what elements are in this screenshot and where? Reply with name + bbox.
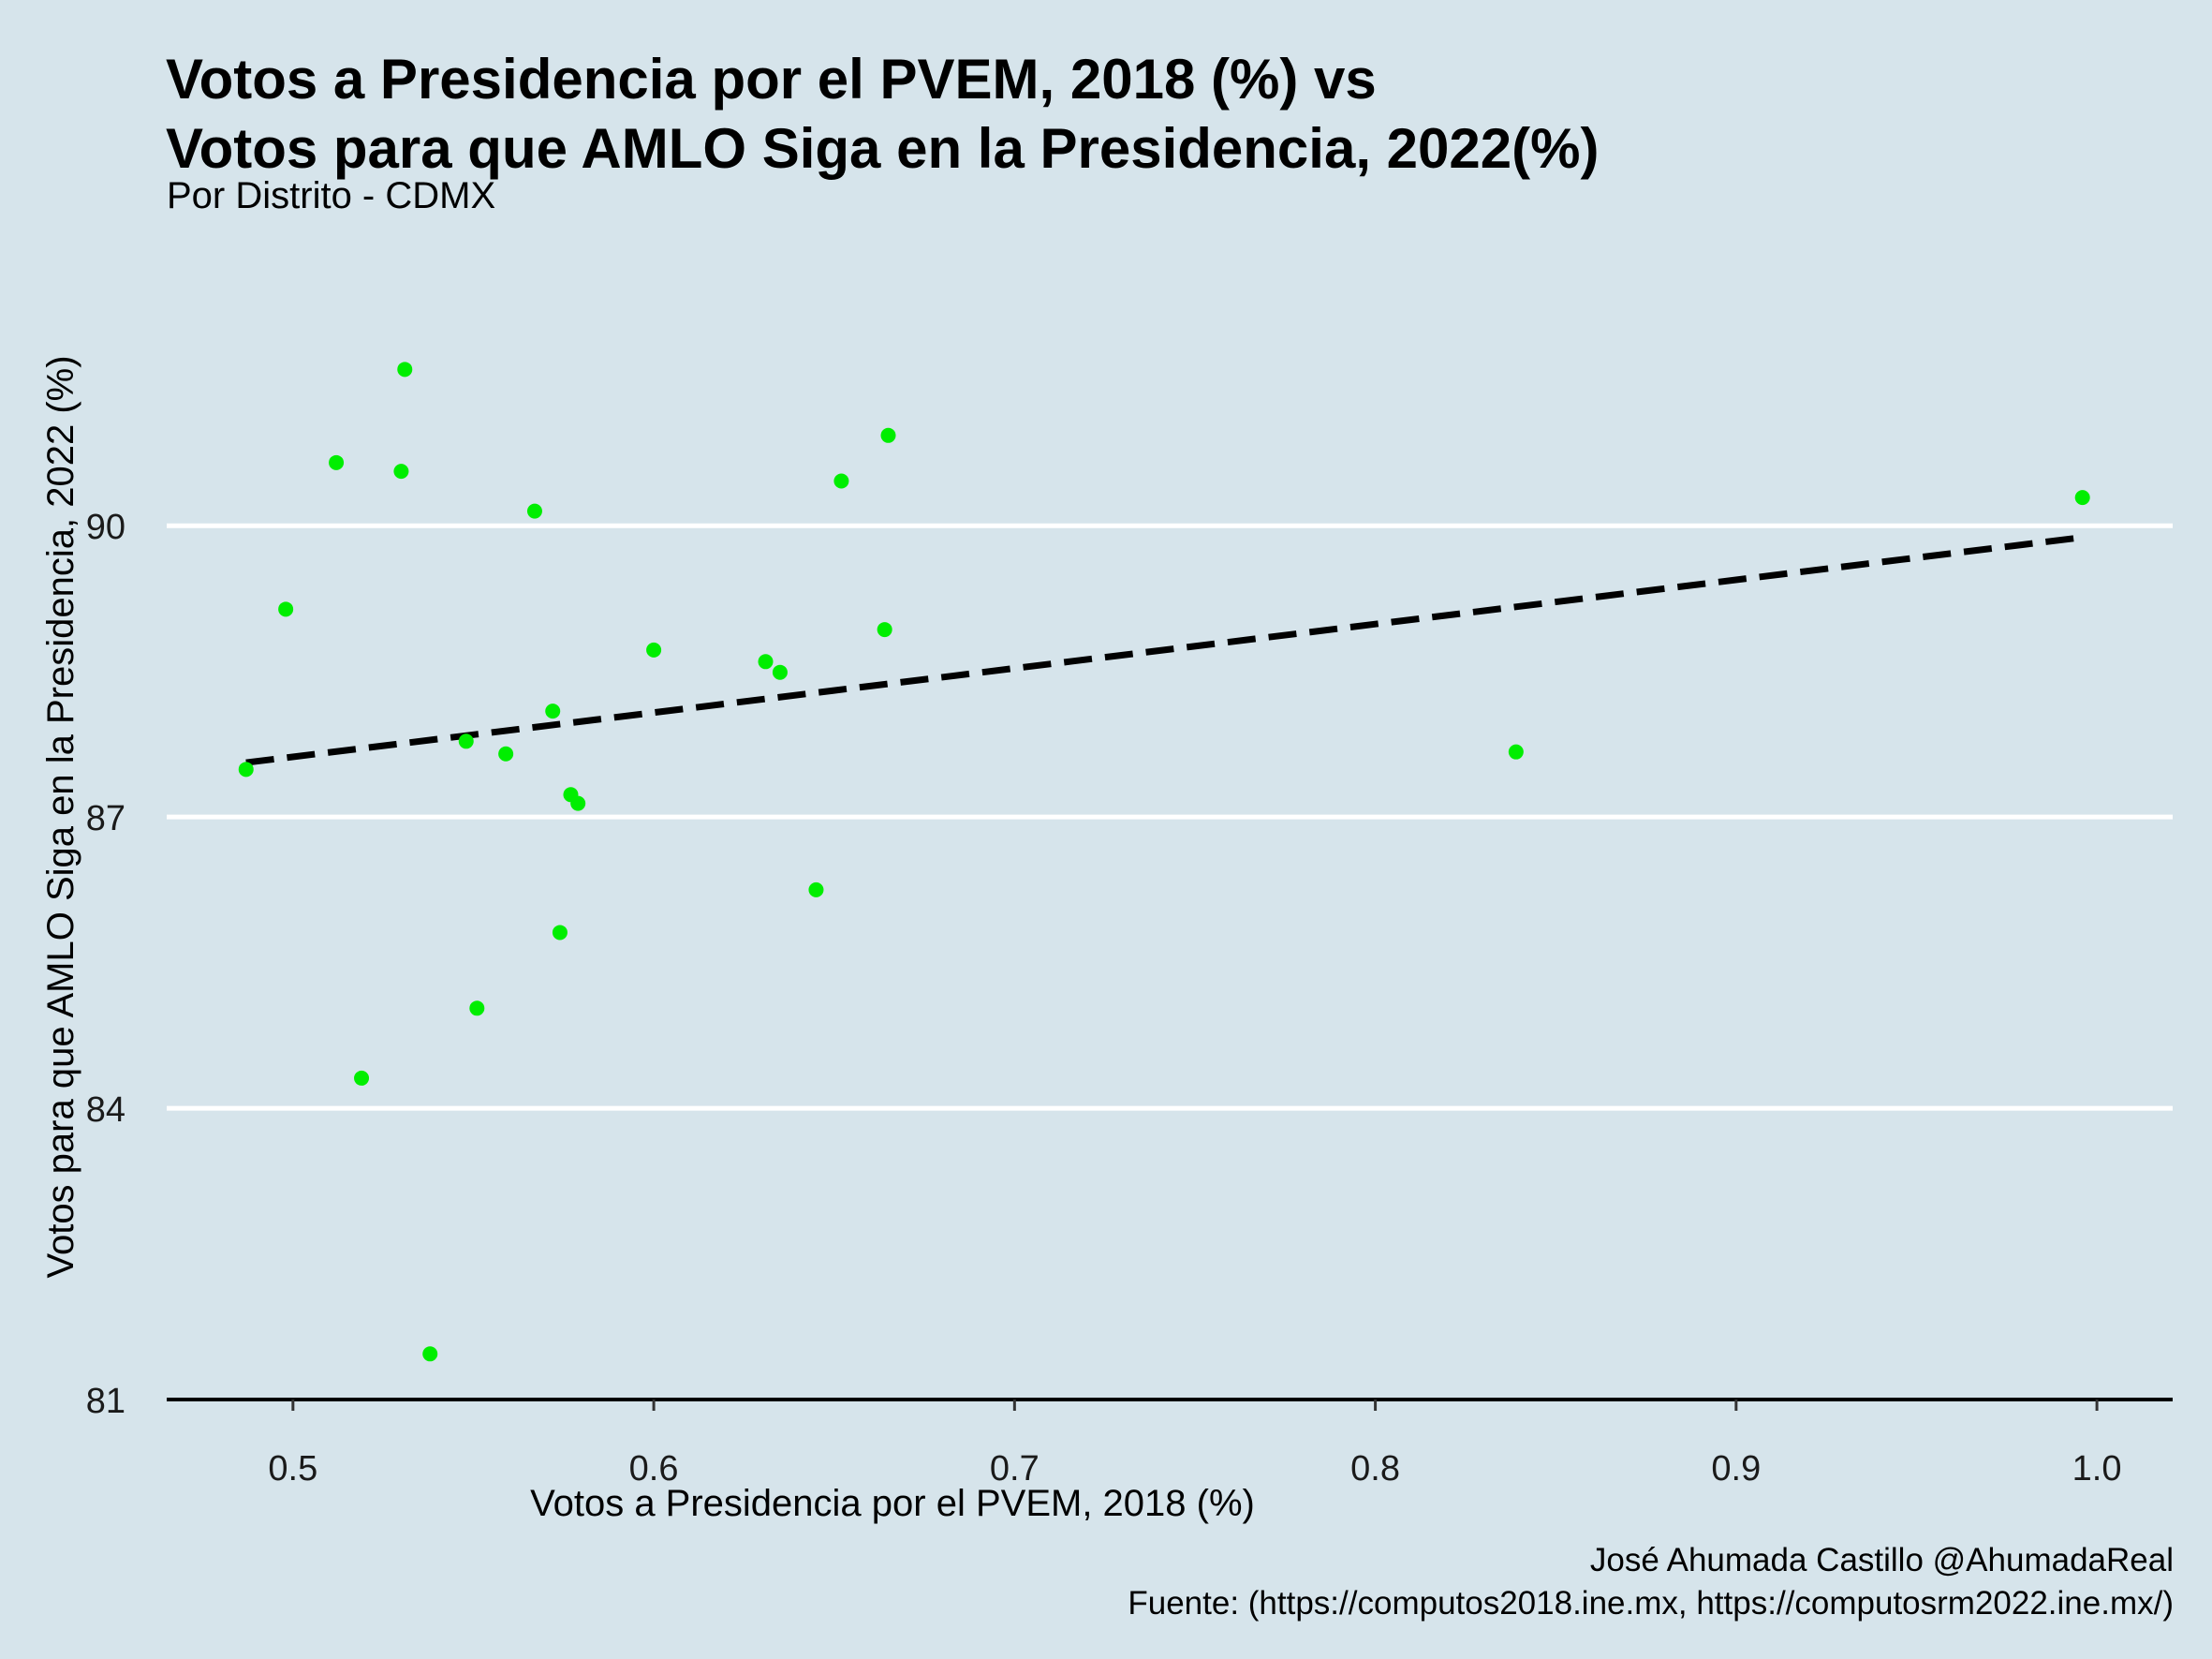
data-points <box>238 362 2090 1362</box>
x-axis-label: Votos a Presidencia por el PVEM, 2018 (%… <box>530 1483 1255 1524</box>
data-point-0 <box>238 762 254 778</box>
data-point-14 <box>570 795 586 811</box>
data-point-4 <box>393 464 409 480</box>
data-point-22 <box>1508 744 1524 760</box>
data-point-7 <box>458 733 474 749</box>
data-point-2 <box>329 454 345 470</box>
data-point-17 <box>772 664 788 680</box>
data-point-16 <box>758 654 774 670</box>
x-tick-label-5: 1.0 <box>2072 1449 2122 1489</box>
x-tick-label-4: 0.9 <box>1711 1449 1761 1489</box>
y-tick-label-1: 84 <box>86 1090 125 1130</box>
data-point-10 <box>526 503 542 519</box>
y-tick-label-3: 90 <box>86 508 125 547</box>
caption: José Ahumada Castillo @AhumadaReal Fuent… <box>1128 1539 2174 1625</box>
chart-title: Votos a Presidencia por el PVEM, 2018 (%… <box>166 45 1599 184</box>
data-point-5 <box>397 362 413 378</box>
x-tick-label-2: 0.7 <box>990 1449 1040 1489</box>
gridlines <box>167 523 2173 1111</box>
data-point-18 <box>808 881 824 897</box>
data-point-3 <box>354 1070 370 1086</box>
x-axis-ticks: 0.5 0.6 0.7 0.8 0.9 1.0 <box>268 1400 2122 1489</box>
data-point-23 <box>2074 490 2090 506</box>
x-tick-label-0: 0.5 <box>268 1449 317 1489</box>
caption-author: José Ahumada Castillo @AhumadaReal <box>1589 1542 2174 1578</box>
chart-subtitle: Por Distrito - CDMX <box>167 175 496 216</box>
y-axis-label: Votos para que AMLO Siga en la Presidenc… <box>40 355 81 1278</box>
data-point-11 <box>545 704 561 719</box>
data-point-9 <box>498 746 514 762</box>
data-point-1 <box>278 601 294 617</box>
data-point-12 <box>552 925 568 941</box>
data-point-19 <box>833 473 849 489</box>
data-point-20 <box>877 622 892 638</box>
data-point-8 <box>469 1000 485 1016</box>
data-point-15 <box>646 642 662 658</box>
x-tick-label-3: 0.8 <box>1350 1449 1400 1489</box>
chart-title-line-2: Votos para que AMLO Siga en la Presidenc… <box>166 117 1600 180</box>
y-tick-label-2: 87 <box>86 799 125 838</box>
y-tick-label-0: 81 <box>86 1382 125 1421</box>
x-tick-label-1: 0.6 <box>629 1449 679 1489</box>
data-point-21 <box>880 427 896 443</box>
chart-title-line-1: Votos a Presidencia por el PVEM, 2018 (%… <box>166 48 1377 111</box>
caption-source: Fuente: (https://computos2018.ine.mx, ht… <box>1128 1585 2174 1622</box>
y-axis-ticks: 81 84 87 90 <box>86 508 125 1421</box>
data-point-6 <box>422 1346 438 1362</box>
trend-line <box>245 534 2084 766</box>
